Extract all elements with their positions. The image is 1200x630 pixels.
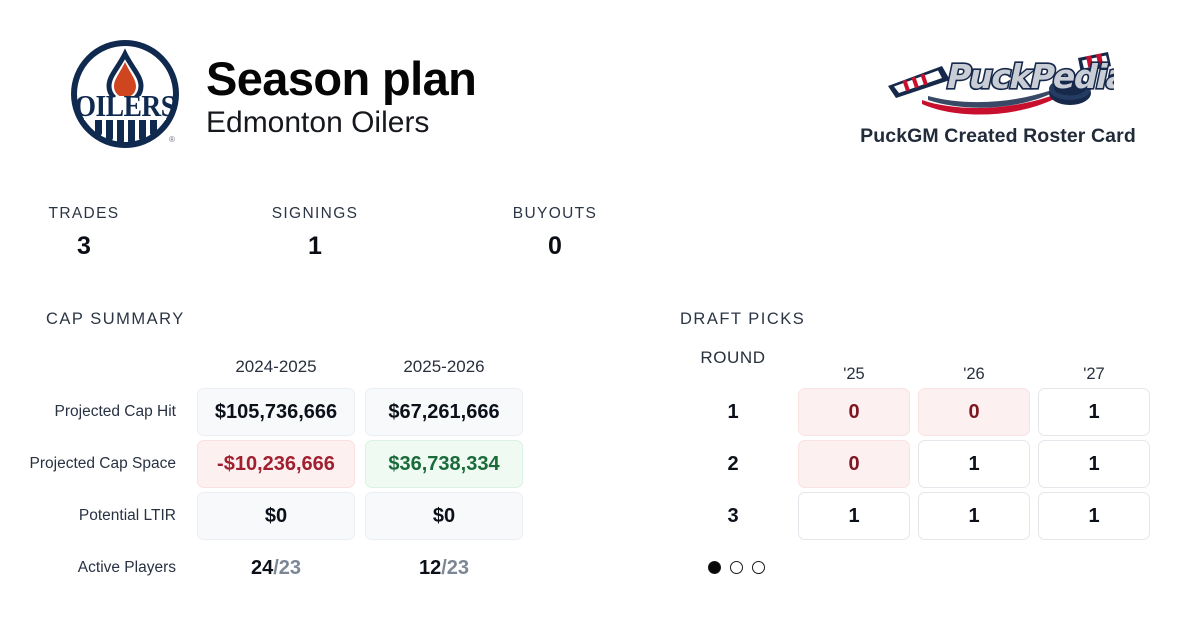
cap-cell-wrap: $105,736,666	[192, 386, 360, 438]
cap-cell-wrap: 24/23	[192, 542, 360, 594]
puckpedia-logo-icon: PuckPedia	[882, 44, 1133, 116]
cap-value-potential-ltir-2025-2026: $0	[365, 492, 523, 540]
draft-year-header-25: '25	[843, 365, 865, 383]
cap-cell-wrap: $36,738,334	[360, 438, 528, 490]
cap-cell-wrap: $0	[360, 490, 528, 542]
team-branding: OILERS ® Season plan Edmonton Oilers	[68, 38, 477, 156]
cap-summary-grid: 2024-2025 2025-2026 Projected Cap Hit $1…	[29, 348, 540, 594]
svg-text:OILERS: OILERS	[75, 90, 176, 123]
transaction-stats: TRADES 3 SIGNINGS 1 BUYOUTS 0	[0, 205, 660, 285]
draft-pick-r2-25: 0	[798, 440, 910, 488]
cap-summary-heading: CAP SUMMARY	[46, 310, 185, 328]
brand-block: PuckPedia PuckGM Created Roster Card	[848, 44, 1148, 148]
cap-summary-table: 2024-2025 2025-2026 Projected Cap Hit $1…	[29, 348, 540, 594]
svg-text:®: ®	[169, 135, 175, 144]
cap-value-potential-ltir-2024-2025: $0	[197, 492, 355, 540]
stat-trades: TRADES 3	[0, 205, 184, 261]
cap-cell-wrap: $0	[192, 490, 360, 542]
stat-label: BUYOUTS	[512, 205, 598, 222]
draft-round-number-2: 2	[727, 452, 739, 475]
brand-caption: PuckGM Created Roster Card	[860, 125, 1136, 147]
cap-value-projected-cap-space-2024-2025: -$10,236,666	[197, 440, 355, 488]
cap-row-label-projected-cap-hit: Projected Cap Hit	[54, 403, 176, 420]
draft-picks-table: ROUND '25 '26 '27 1 0 0 1 2 0 1	[672, 348, 1172, 542]
pagination-dot-2[interactable]	[730, 561, 743, 574]
svg-text:PuckPedia: PuckPedia	[943, 57, 1114, 96]
stat-value: 1	[308, 232, 322, 260]
title-block: Season plan Edmonton Oilers	[206, 51, 477, 140]
stat-label: SIGNINGS	[271, 205, 359, 222]
draft-cell-wrap: 1	[1034, 386, 1154, 438]
cap-value-projected-cap-space-2025-2026: $36,738,334	[365, 440, 523, 488]
cap-cell-wrap: $67,261,666	[360, 386, 528, 438]
draft-pick-r2-26: 1	[918, 440, 1030, 488]
draft-cell-wrap: 1	[914, 490, 1034, 542]
draft-cell-wrap: 1	[1034, 490, 1154, 542]
stat-signings: SIGNINGS 1	[215, 205, 415, 261]
draft-cell-wrap: 0	[794, 386, 914, 438]
cap-value-projected-cap-hit-2024-2025: $105,736,666	[197, 388, 355, 436]
cap-value-projected-cap-hit-2025-2026: $67,261,666	[365, 388, 523, 436]
cap-row-label-projected-cap-space: Projected Cap Space	[29, 455, 176, 472]
draft-round-number-3: 3	[727, 504, 739, 527]
draft-year-header-27: '27	[1083, 365, 1105, 383]
draft-pick-r1-26: 0	[918, 388, 1030, 436]
draft-pick-r3-27: 1	[1038, 492, 1150, 540]
pagination-dot-3[interactable]	[752, 561, 765, 574]
stat-label: TRADES	[48, 205, 120, 222]
draft-cell-wrap: 1	[914, 438, 1034, 490]
draft-cell-wrap: 0	[794, 438, 914, 490]
cap-cell-wrap: 12/23	[360, 542, 528, 594]
draft-round-header: ROUND	[700, 348, 766, 367]
draft-pick-r3-25: 1	[798, 492, 910, 540]
draft-cell-wrap: 1	[1034, 438, 1154, 490]
page-title: Season plan	[206, 51, 477, 105]
active-players-limit: /23	[441, 556, 470, 579]
draft-pick-r1-27: 1	[1038, 388, 1150, 436]
page-subtitle: Edmonton Oilers	[206, 106, 430, 140]
draft-year-header-26: '26	[963, 365, 985, 383]
cap-column-header-season-1: 2024-2025	[235, 357, 317, 376]
stat-value: 0	[548, 232, 562, 260]
draft-round-number-1: 1	[727, 400, 739, 423]
draft-picks-grid: ROUND '25 '26 '27 1 0 0 1 2 0 1	[672, 348, 1172, 542]
cap-value-active-players-2024-2025: 24/23	[197, 544, 355, 592]
draft-picks-pagination[interactable]	[708, 561, 765, 574]
draft-pick-r1-25: 0	[798, 388, 910, 436]
draft-picks-heading: DRAFT PICKS	[680, 310, 806, 328]
cap-value-active-players-2025-2026: 12/23	[365, 544, 523, 592]
active-players-limit: /23	[273, 556, 302, 579]
cap-column-header-season-2: 2025-2026	[403, 357, 485, 376]
draft-pick-r3-26: 1	[918, 492, 1030, 540]
stat-value: 3	[77, 232, 91, 260]
draft-cell-wrap: 0	[914, 386, 1034, 438]
stat-buyouts: BUYOUTS 0	[455, 205, 655, 261]
active-players-count: 12	[418, 556, 442, 579]
cap-corner-cell	[40, 348, 192, 386]
header: OILERS ® Season plan Edmonton Oilers	[0, 0, 1200, 180]
draft-pick-r2-27: 1	[1038, 440, 1150, 488]
cap-cell-wrap: -$10,236,666	[192, 438, 360, 490]
pagination-dot-1[interactable]	[708, 561, 721, 574]
edmonton-oilers-logo-icon: OILERS ®	[68, 38, 184, 156]
draft-cell-wrap: 1	[794, 490, 914, 542]
active-players-count: 24	[250, 556, 274, 579]
cap-row-label-potential-ltir: Potential LTIR	[78, 507, 176, 524]
cap-row-label-active-players: Active Players	[77, 559, 176, 576]
